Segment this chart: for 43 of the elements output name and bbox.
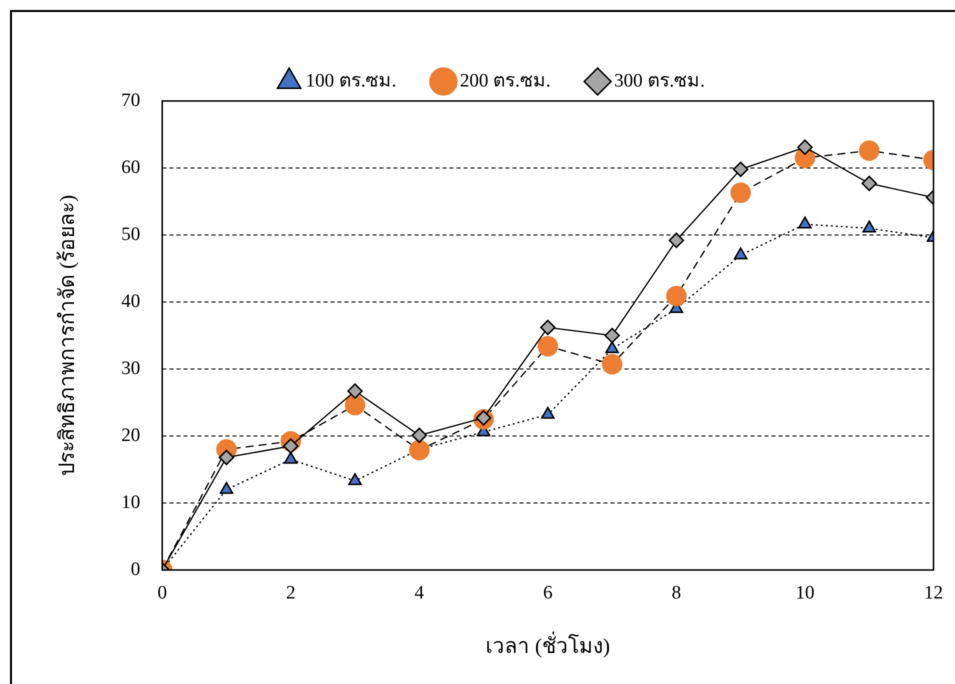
y-tick-label: 40 [121,290,140,312]
point [538,336,558,356]
point [858,140,880,161]
point [732,162,748,178]
legend-label: 300 ตร.ซม. [614,70,705,92]
point [605,341,619,354]
x-tick-label: 6 [543,582,553,604]
point [218,450,234,466]
y-tick-label: 20 [121,424,140,446]
point [862,220,876,233]
y-tick-label: 50 [121,224,140,245]
point [412,428,428,444]
y-tick-label: 0 [130,558,140,580]
point [541,406,555,419]
y-axis-title: ประสิทธิภาพการกำจัด (ร้อยละ) [55,194,80,476]
point [540,320,556,336]
point [861,176,877,192]
point [347,383,363,399]
x-tick-label: 10 [795,582,814,604]
y-tick-label: 60 [121,156,140,178]
point [797,139,813,155]
point [348,473,362,486]
point [344,394,366,416]
point [668,232,684,248]
point [409,440,430,460]
x-tick-label: 2 [286,582,296,604]
point [666,286,687,306]
point [798,216,812,229]
legend-label: 100 ตร.ซม. [306,70,396,92]
point [604,328,620,344]
x-tick-label: 4 [414,582,425,604]
x-axis-title: เวลา (ชั่วโมง) [486,630,610,658]
y-tick-label: 30 [121,358,140,379]
x-tick-label: 8 [672,582,682,604]
y-tick-label: 10 [121,492,140,513]
point [284,452,298,464]
x-tick-label: 0 [157,582,167,604]
y-tick-label: 70 [121,90,140,111]
point [602,354,622,375]
point [220,482,234,494]
point [730,182,751,204]
legend-label: 200 ตร.ซม. [460,70,551,92]
x-tick-label: 12 [924,582,943,604]
